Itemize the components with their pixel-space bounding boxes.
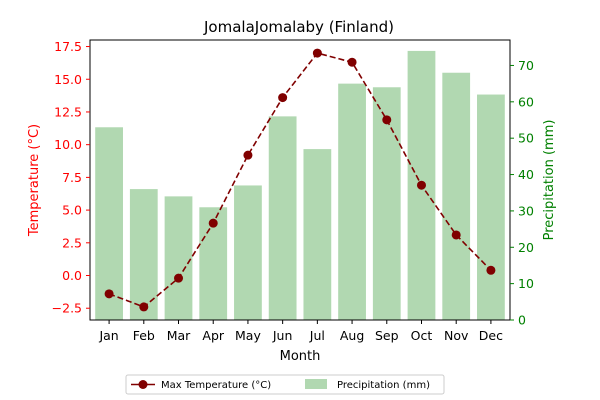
left-y-tick-label: −2.5: [52, 301, 82, 316]
x-tick-label: Apr: [202, 328, 224, 343]
left-y-tick-label: 15.0: [54, 72, 82, 87]
temperature-point: [243, 150, 253, 160]
left-y-tick-label: 17.5: [54, 39, 82, 54]
right-y-tick-label: 30: [518, 203, 534, 218]
precipitation-bar: [234, 185, 262, 320]
x-axis-title: Month: [280, 349, 321, 364]
left-axis-title: Temperature (°C): [27, 124, 42, 237]
temperature-point: [382, 115, 392, 125]
x-tick-label: Feb: [133, 328, 155, 343]
left-y-tick-label: 10.0: [54, 137, 82, 152]
precipitation-bar: [338, 83, 366, 321]
precipitation-bar: [442, 72, 471, 321]
x-tick-label: Mar: [167, 328, 191, 343]
precipitation-bars: [95, 50, 505, 321]
right-y-tick-label: 20: [518, 240, 534, 255]
x-tick-label: May: [235, 328, 261, 343]
temperature-point: [208, 218, 218, 228]
right-y-tick-label: 60: [518, 94, 534, 109]
temperature-point: [451, 230, 461, 240]
temperature-series-line: [108, 52, 492, 308]
x-tick-label: Jul: [309, 328, 325, 343]
temperature-point: [139, 302, 149, 312]
plot-frame: [89, 39, 511, 321]
chart-title: JomalaJomalaby (Finland): [203, 18, 394, 36]
precipitation-bar: [372, 87, 401, 320]
temperature-point: [174, 273, 184, 283]
right-y-tick-label: 70: [518, 58, 534, 73]
precipitation-bar: [268, 116, 297, 320]
precipitation-bar: [164, 196, 193, 320]
legend-bar-swatch: [305, 379, 327, 389]
precipitation-bar: [303, 149, 332, 320]
legend-label-precipitation: Precipitation (mm): [337, 380, 430, 391]
x-tick-label: Sep: [375, 328, 399, 343]
left-y-tick-label: 5.0: [62, 203, 82, 218]
chart-axes: Jan Feb Mar Apr May Jun Jul Aug Sep Oct Nov Dec −2.5…: [52, 39, 534, 343]
x-tick-label: Dec: [479, 328, 503, 343]
x-tick-label: Aug: [340, 328, 364, 343]
precipitation-bar: [129, 189, 158, 320]
precipitation-bar: [95, 127, 123, 320]
temperature-point: [416, 180, 426, 190]
right-y-tick-label: 10: [518, 276, 534, 291]
precipitation-bar: [477, 94, 505, 320]
left-y-tick-label: 12.5: [54, 104, 82, 119]
chart-legend: Max Temperature (°C) Precipitation (mm): [125, 374, 445, 395]
left-y-tick-label: 7.5: [62, 170, 82, 185]
legend-marker-swatch: [138, 380, 148, 389]
left-y-tick-label: 2.5: [62, 235, 82, 250]
x-tick-label: Nov: [444, 328, 469, 343]
legend-label-temperature: Max Temperature (°C): [161, 380, 271, 391]
temperature-point: [486, 265, 496, 275]
x-tick-label: Jun: [272, 328, 293, 343]
right-axis-title: Precipitation (mm): [542, 120, 557, 241]
temperature-line: [104, 48, 496, 312]
right-y-tick-label: 0: [518, 313, 526, 328]
right-y-tick-label: 40: [518, 167, 534, 182]
left-y-tick-label: 0.0: [62, 268, 82, 283]
legend-frame: [125, 374, 445, 395]
x-tick-label: Jan: [98, 328, 118, 343]
temperature-point: [278, 93, 288, 103]
temperature-point: [347, 57, 357, 67]
temperature-point: [312, 48, 322, 58]
temperature-point: [104, 289, 114, 299]
x-tick-label: Oct: [411, 328, 433, 343]
right-y-tick-label: 50: [518, 131, 534, 146]
